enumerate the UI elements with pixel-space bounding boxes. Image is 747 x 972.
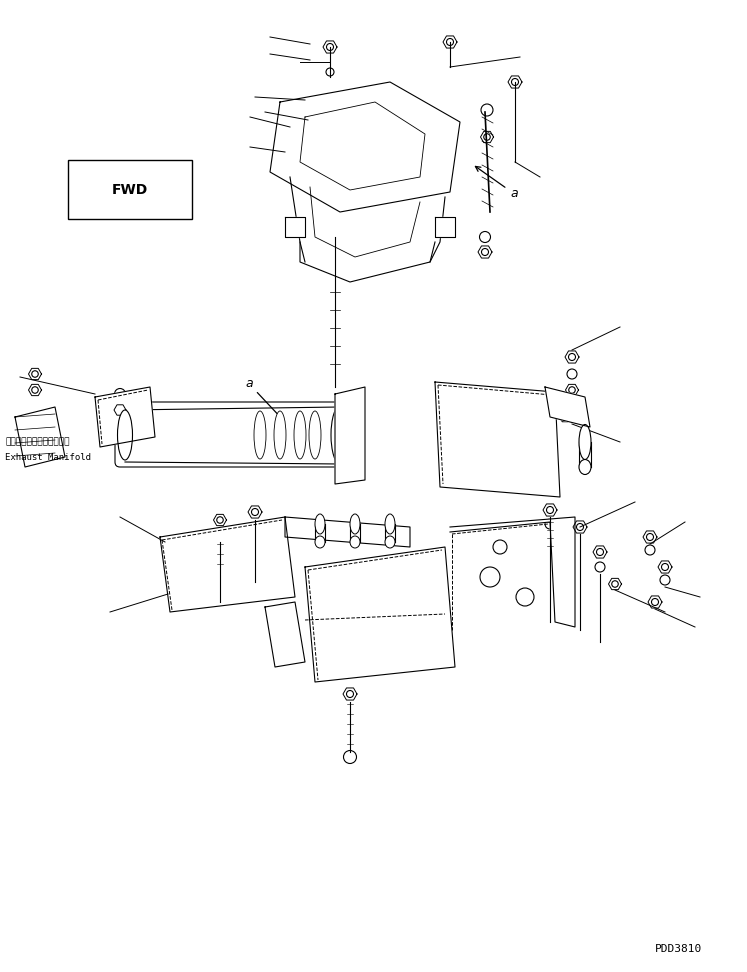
Text: FWD: FWD [112, 183, 148, 196]
Ellipse shape [254, 411, 266, 459]
Polygon shape [15, 407, 65, 467]
Text: PDD3810: PDD3810 [655, 944, 702, 954]
FancyBboxPatch shape [68, 160, 192, 219]
Polygon shape [450, 517, 575, 627]
Text: a: a [245, 377, 282, 419]
Text: エキゾーストマニホールド: エキゾーストマニホールド [5, 437, 69, 446]
Polygon shape [435, 217, 455, 237]
Text: Exhaust Manifold: Exhaust Manifold [5, 453, 91, 462]
Text: a: a [475, 166, 518, 200]
Ellipse shape [309, 411, 321, 459]
Ellipse shape [579, 425, 591, 460]
Ellipse shape [350, 514, 360, 534]
Polygon shape [335, 387, 365, 484]
Polygon shape [545, 387, 590, 427]
Polygon shape [435, 382, 560, 497]
Polygon shape [160, 517, 295, 612]
Ellipse shape [385, 514, 395, 534]
Ellipse shape [331, 406, 349, 464]
Ellipse shape [350, 536, 360, 548]
Ellipse shape [579, 460, 591, 474]
Polygon shape [95, 387, 155, 447]
Polygon shape [285, 517, 410, 547]
Ellipse shape [315, 536, 325, 548]
Polygon shape [265, 602, 305, 667]
Ellipse shape [117, 410, 132, 460]
Polygon shape [305, 547, 455, 682]
Ellipse shape [274, 411, 286, 459]
Ellipse shape [385, 536, 395, 548]
Polygon shape [285, 217, 305, 237]
FancyBboxPatch shape [115, 402, 345, 467]
Ellipse shape [294, 411, 306, 459]
Polygon shape [270, 82, 460, 212]
Ellipse shape [315, 514, 325, 534]
